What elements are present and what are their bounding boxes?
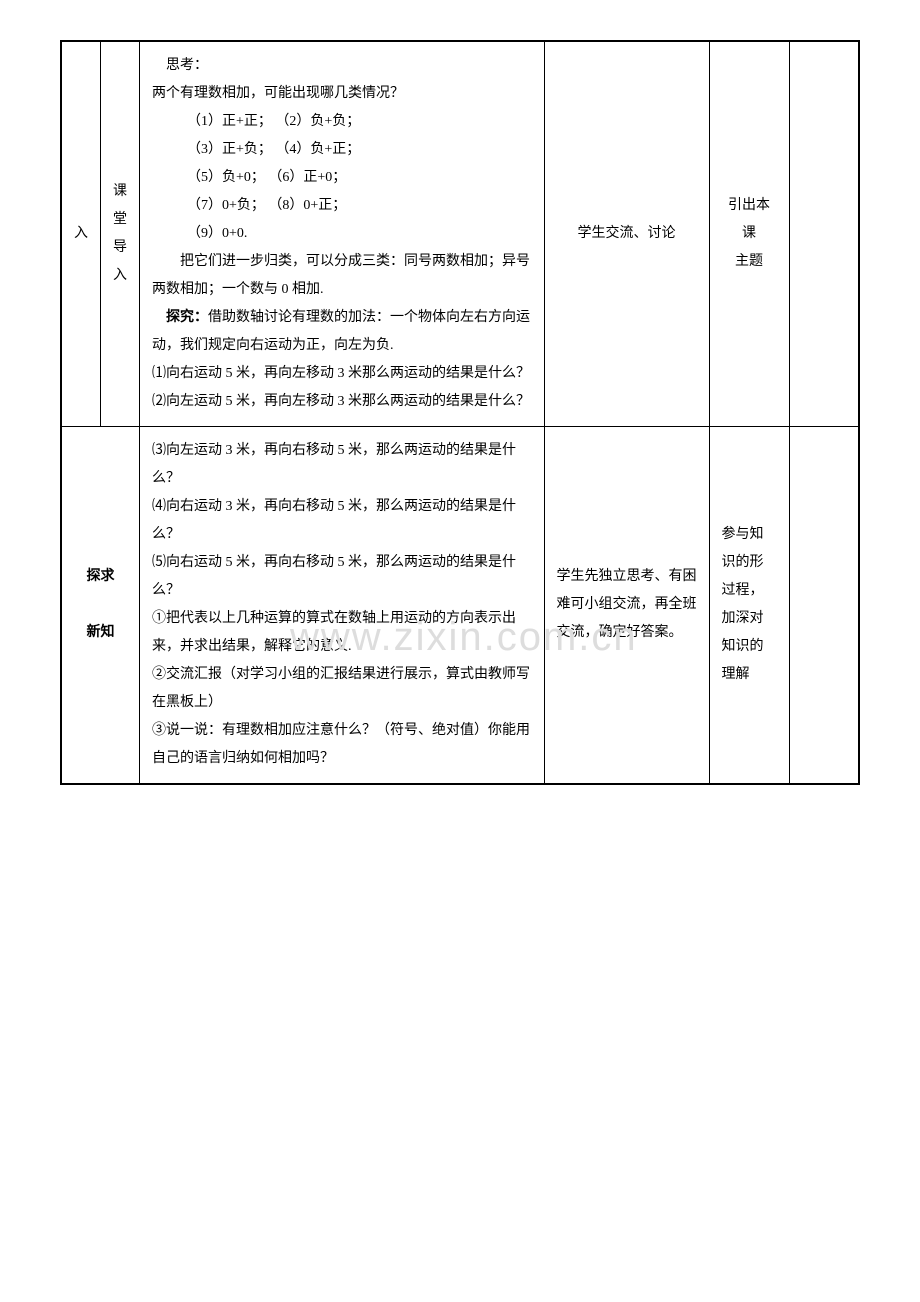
content-line: ①把代表以上几种运算的算式在数轴上用运动的方向表示出来，并求出结果，解释它的意义… (152, 605, 532, 661)
content-line: （5）负+0； （6）正+0； (152, 164, 532, 192)
row1-col1-label: 入 (61, 41, 101, 427)
row1-col2-text2: 导入 (113, 240, 127, 283)
row1-col1-text: 入 (74, 226, 88, 241)
content-line: ③说一说：有理数相加应注意什么？（符号、绝对值）你能用自己的语言归纳如何相加吗？ (152, 717, 532, 773)
content-line: （9）0+0. (152, 220, 532, 248)
row2-purpose: 参与知识的形过程，加深对知识的理解 (709, 427, 789, 785)
row2-empty (789, 427, 859, 785)
content-line: （3）正+负； （4）负+正； (152, 136, 532, 164)
row2-content: ⑶向左运动 3 米，再向右移动 5 米，那么两运动的结果是什么？ ⑷向右运动 3… (140, 427, 545, 785)
activity-text: 学生交流、讨论 (557, 220, 697, 248)
row1-col2-text1: 课堂 (113, 184, 127, 227)
content-line: 把它们进一步归类，可以分成三类：同号两数相加；异号两数相加；一个数与 0 相加. (152, 248, 532, 304)
content-line: ⑵向左运动 5 米，再向左移动 3 米那么两运动的结果是什么？ (152, 388, 532, 416)
content-line: 探究：借助数轴讨论有理数的加法：一个物体向左右方向运动，我们规定向右运动为正，向… (152, 304, 532, 360)
row1-content: 思考： 两个有理数相加，可能出现哪几类情况？ （1）正+正； （2）负+负； （… (140, 41, 545, 427)
content-line: ⑴向右运动 5 米，再向左移动 3 米那么两运动的结果是什么？ (152, 360, 532, 388)
lesson-plan-table: 入 课堂 导入 思考： 两个有理数相加，可能出现哪几类情况？ （1）正+正； （… (60, 40, 860, 785)
explore-text: 借助数轴讨论有理数的加法：一个物体向左右方向运动，我们规定向右运动为正，向左为负… (152, 310, 530, 353)
row2-col1-text2: 新知 (87, 625, 115, 640)
purpose-text: 引出本课 (722, 192, 777, 248)
row1-empty (789, 41, 859, 427)
content-line: （1）正+正； （2）负+负； (152, 108, 532, 136)
content-line: 思考： (152, 52, 532, 80)
table-row: 探求 新知 ⑶向左运动 3 米，再向右移动 5 米，那么两运动的结果是什么？ ⑷… (61, 427, 859, 785)
table-wrapper: www.zixin.com.cn 入 课堂 导入 思考： 两个有理数相加，可能出… (60, 40, 860, 785)
row1-col2-label: 课堂 导入 (101, 41, 140, 427)
purpose-text: 主题 (722, 248, 777, 276)
row1-activity: 学生交流、讨论 (544, 41, 709, 427)
purpose-text: 参与知识的形过程，加深对知识的理解 (722, 521, 777, 689)
content-line: ⑸向右运动 5 米，再向右移动 5 米，那么两运动的结果是什么？ (152, 549, 532, 605)
content-line: ②交流汇报（对学习小组的汇报结果进行展示，算式由教师写在黑板上） (152, 661, 532, 717)
content-line: ⑷向右运动 3 米，再向右移动 5 米，那么两运动的结果是什么？ (152, 493, 532, 549)
row1-purpose: 引出本课 主题 (709, 41, 789, 427)
content-line: （7）0+负； （8）0+正； (152, 192, 532, 220)
activity-text: 学生先独立思考、有困难可小组交流，再全班交流，确定好答案。 (557, 563, 697, 647)
table-row: 入 课堂 导入 思考： 两个有理数相加，可能出现哪几类情况？ （1）正+正； （… (61, 41, 859, 427)
row2-activity: 学生先独立思考、有困难可小组交流，再全班交流，确定好答案。 (544, 427, 709, 785)
row2-col1-label: 探求 新知 (61, 427, 140, 785)
content-line: ⑶向左运动 3 米，再向右移动 5 米，那么两运动的结果是什么？ (152, 437, 532, 493)
row2-col1-text1: 探求 (87, 569, 115, 584)
explore-label: 探究： (166, 310, 208, 325)
content-line: 两个有理数相加，可能出现哪几类情况？ (152, 80, 532, 108)
